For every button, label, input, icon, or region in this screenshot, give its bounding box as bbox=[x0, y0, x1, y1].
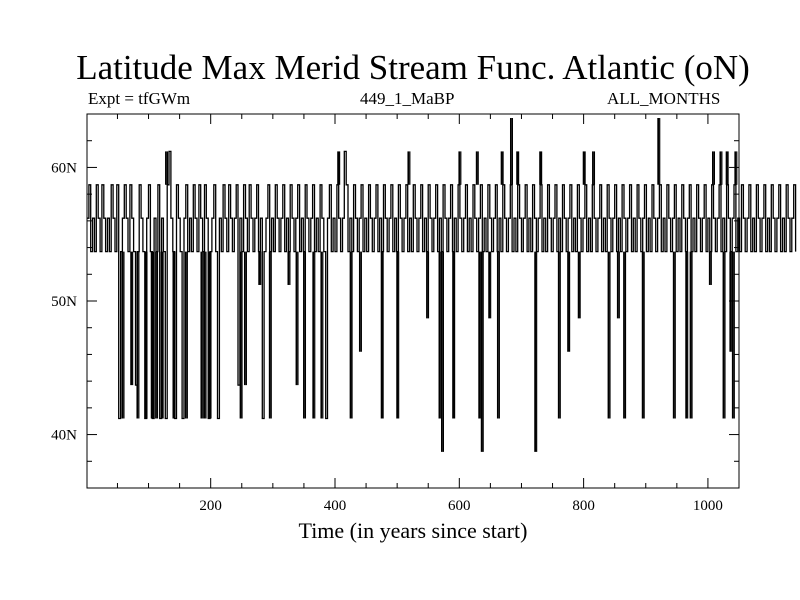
y-tick-label: 40N bbox=[51, 428, 77, 444]
x-tick-label: 800 bbox=[572, 498, 595, 514]
x-tick-label: 600 bbox=[448, 498, 471, 514]
plot-area bbox=[86, 113, 740, 489]
x-axis-label: Time (in years since start) bbox=[298, 518, 528, 543]
x-tick-label: 400 bbox=[324, 498, 347, 514]
axis-ticks bbox=[87, 113, 740, 488]
y-tick-label: 60N bbox=[51, 160, 77, 176]
x-tick-label: 1000 bbox=[693, 498, 723, 514]
axis-tick-labels: 200 400 600 800 1000 40N 50N 60N bbox=[51, 160, 723, 514]
chart-title: Latitude Max Merid Stream Func. Atlantic… bbox=[76, 48, 750, 87]
x-tick-label: 200 bbox=[199, 498, 222, 514]
run-id-label: 449_1_MaBP bbox=[360, 89, 455, 108]
months-label: ALL_MONTHS bbox=[607, 89, 721, 108]
series-layer bbox=[87, 118, 797, 452]
experiment-label: Expt = tfGWm bbox=[88, 89, 191, 108]
y-tick-label: 50N bbox=[51, 294, 77, 310]
